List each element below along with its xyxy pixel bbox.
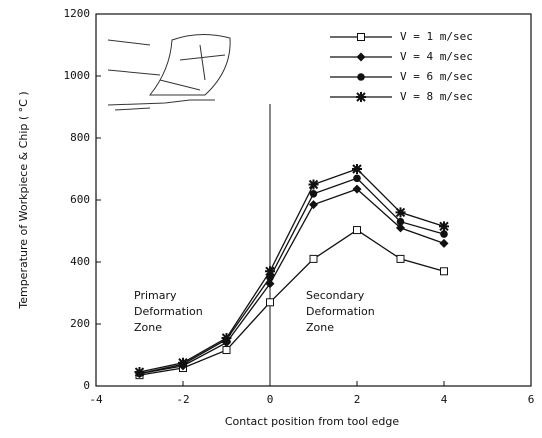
marker	[439, 221, 449, 232]
series-line	[139, 229, 445, 376]
x-tick-label: 4	[441, 393, 448, 406]
annotation: Deformation	[134, 305, 203, 318]
y-tick-label: 1000	[64, 69, 91, 82]
series-line	[139, 168, 445, 373]
x-tick-label: -2	[176, 393, 189, 406]
marker	[221, 332, 232, 343]
x-tick-label: 0	[267, 393, 274, 406]
marker	[309, 200, 318, 210]
marker	[222, 346, 231, 355]
x-tick-label: -4	[89, 393, 103, 406]
marker	[266, 298, 274, 307]
marker	[265, 266, 275, 277]
legend-label: V = 1 m/sec	[400, 30, 473, 43]
marker	[439, 238, 449, 248]
annotation: Zone	[134, 321, 162, 334]
marker	[396, 223, 405, 233]
y-tick-label: 400	[70, 255, 90, 268]
marker	[308, 179, 319, 190]
x-axis-label: Contact position from tool edge	[225, 415, 400, 428]
legend-label: V = 4 m/sec	[400, 50, 473, 63]
marker	[396, 217, 405, 226]
marker	[309, 254, 318, 263]
legend-label: V = 8 m/sec	[400, 90, 473, 103]
legend-marker	[357, 73, 365, 81]
marker	[134, 367, 145, 378]
marker	[440, 230, 448, 238]
marker	[353, 226, 361, 235]
legend-marker	[356, 92, 366, 102]
legend-marker	[357, 33, 365, 41]
y-tick-label: 1200	[64, 7, 91, 20]
annotation: Secondary	[306, 289, 365, 302]
marker	[352, 164, 362, 174]
marker	[440, 267, 448, 276]
y-tick-label: 0	[83, 379, 90, 392]
y-tick-label: 600	[70, 193, 90, 206]
annotation: Deformation	[306, 305, 375, 318]
series-line	[139, 177, 445, 375]
series-line	[139, 188, 445, 375]
marker	[396, 254, 405, 263]
marker	[178, 357, 188, 368]
marker	[352, 184, 362, 194]
annotation: Zone	[306, 321, 334, 334]
legend-label: V = 6 m/sec	[400, 70, 473, 83]
marker	[266, 273, 274, 282]
inset-sketch	[107, 34, 231, 111]
marker	[309, 190, 318, 198]
legend-marker	[356, 52, 366, 62]
marker	[395, 207, 406, 218]
x-tick-label: 2	[354, 393, 361, 406]
annotation: Primary	[134, 289, 177, 302]
x-tick-label: 6	[528, 393, 535, 406]
y-axis-label: Temperature of Workpiece & Chip ( °C )	[17, 91, 30, 309]
marker	[353, 174, 361, 183]
y-tick-label: 200	[70, 317, 90, 330]
y-tick-label: 800	[70, 131, 90, 144]
